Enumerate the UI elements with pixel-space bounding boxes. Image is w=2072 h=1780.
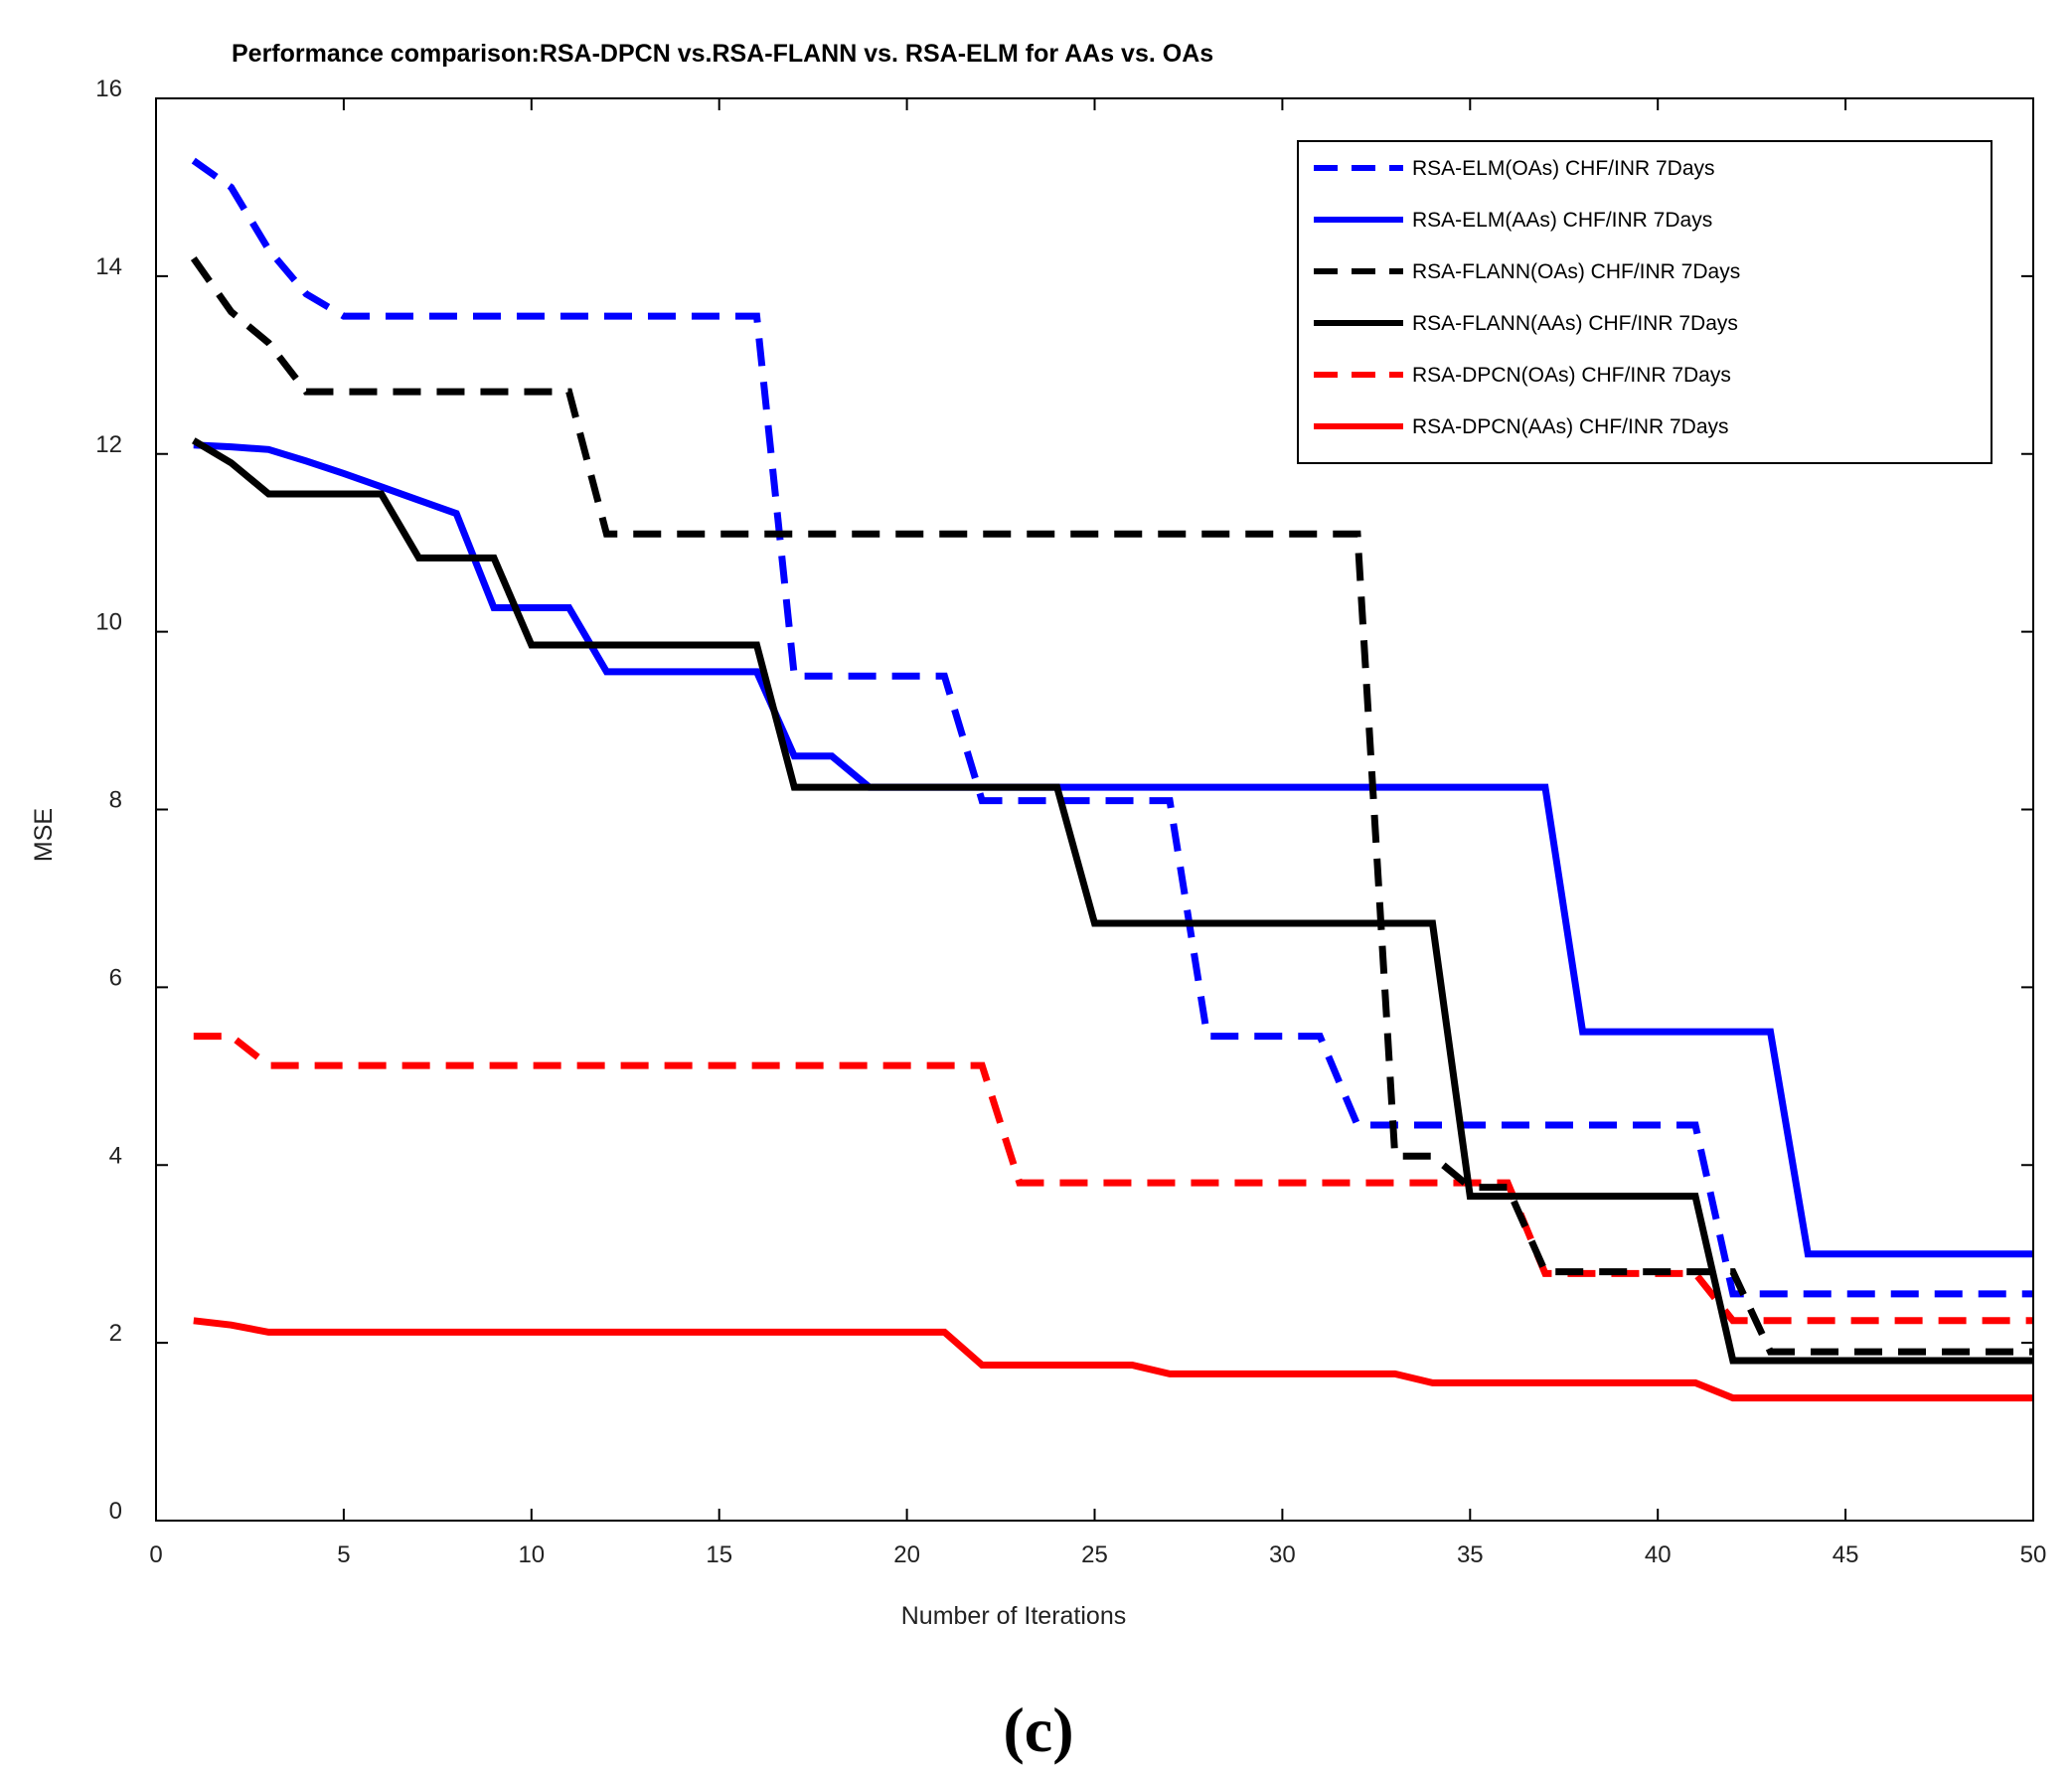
y-axis-label: MSE (30, 808, 58, 862)
y-tick-label: 0 (109, 1498, 122, 1525)
legend-label: RSA-ELM(AAs) CHF/INR 7Days (1412, 209, 1712, 232)
x-axis-label: Number of Iterations (901, 1602, 1127, 1630)
y-tick-label: 8 (109, 787, 122, 814)
y-tick-label: 16 (95, 76, 122, 102)
x-tick-label: 20 (893, 1541, 920, 1568)
x-tick-label: 25 (1081, 1541, 1108, 1568)
legend-label: RSA-DPCN(AAs) CHF/INR 7Days (1412, 415, 1729, 438)
series-line-3 (192, 437, 2033, 1365)
legend-label: RSA-ELM(OAs) CHF/INR 7Days (1412, 157, 1715, 180)
y-tick-label: 2 (109, 1320, 122, 1347)
y-tick-label: 6 (109, 964, 122, 991)
y-tick-label: 4 (109, 1142, 122, 1169)
x-tick-label: 35 (1457, 1541, 1484, 1568)
x-tick-label: 40 (1645, 1541, 1672, 1568)
y-tick-label: 14 (95, 253, 122, 280)
x-tick-label: 50 (2020, 1541, 2047, 1568)
series-line-5 (193, 1317, 2033, 1402)
x-tick-label: 45 (1833, 1541, 1859, 1568)
series-lines (190, 157, 2033, 1402)
y-tick-labels: 0 2 4 6 8 10 12 14 16 (95, 76, 122, 1525)
x-tick-label: 10 (518, 1541, 545, 1568)
y-tick-label: 12 (95, 431, 122, 458)
x-tick-label: 30 (1269, 1541, 1296, 1568)
figure-caption: (c) (1003, 1695, 1073, 1765)
x-tick-label: 5 (337, 1541, 350, 1568)
x-tick-label: 0 (149, 1541, 162, 1568)
series-line-2 (190, 255, 2033, 1356)
x-tick-labels: 0 5 10 15 20 25 30 35 40 45 50 (149, 1541, 2046, 1568)
plot-area-frame (155, 97, 2034, 1522)
legend-label: RSA-FLANN(AAs) CHF/INR 7Days (1412, 312, 1738, 335)
series-line-4 (193, 1033, 2033, 1325)
series-line-1 (193, 441, 2033, 1258)
chart-title: Performance comparison:RSA-DPCN vs.RSA-F… (232, 40, 1213, 68)
y-tick-label: 10 (95, 609, 122, 636)
legend-label: RSA-FLANN(OAs) CHF/INR 7Days (1412, 260, 1740, 283)
legend-box (1297, 140, 1992, 464)
legend-label: RSA-DPCN(OAs) CHF/INR 7Days (1412, 364, 1731, 387)
legend: RSA-ELM(OAs) CHF/INR 7Days RSA-ELM(AAs) C… (1297, 140, 1992, 464)
x-tick-label: 15 (706, 1541, 732, 1568)
